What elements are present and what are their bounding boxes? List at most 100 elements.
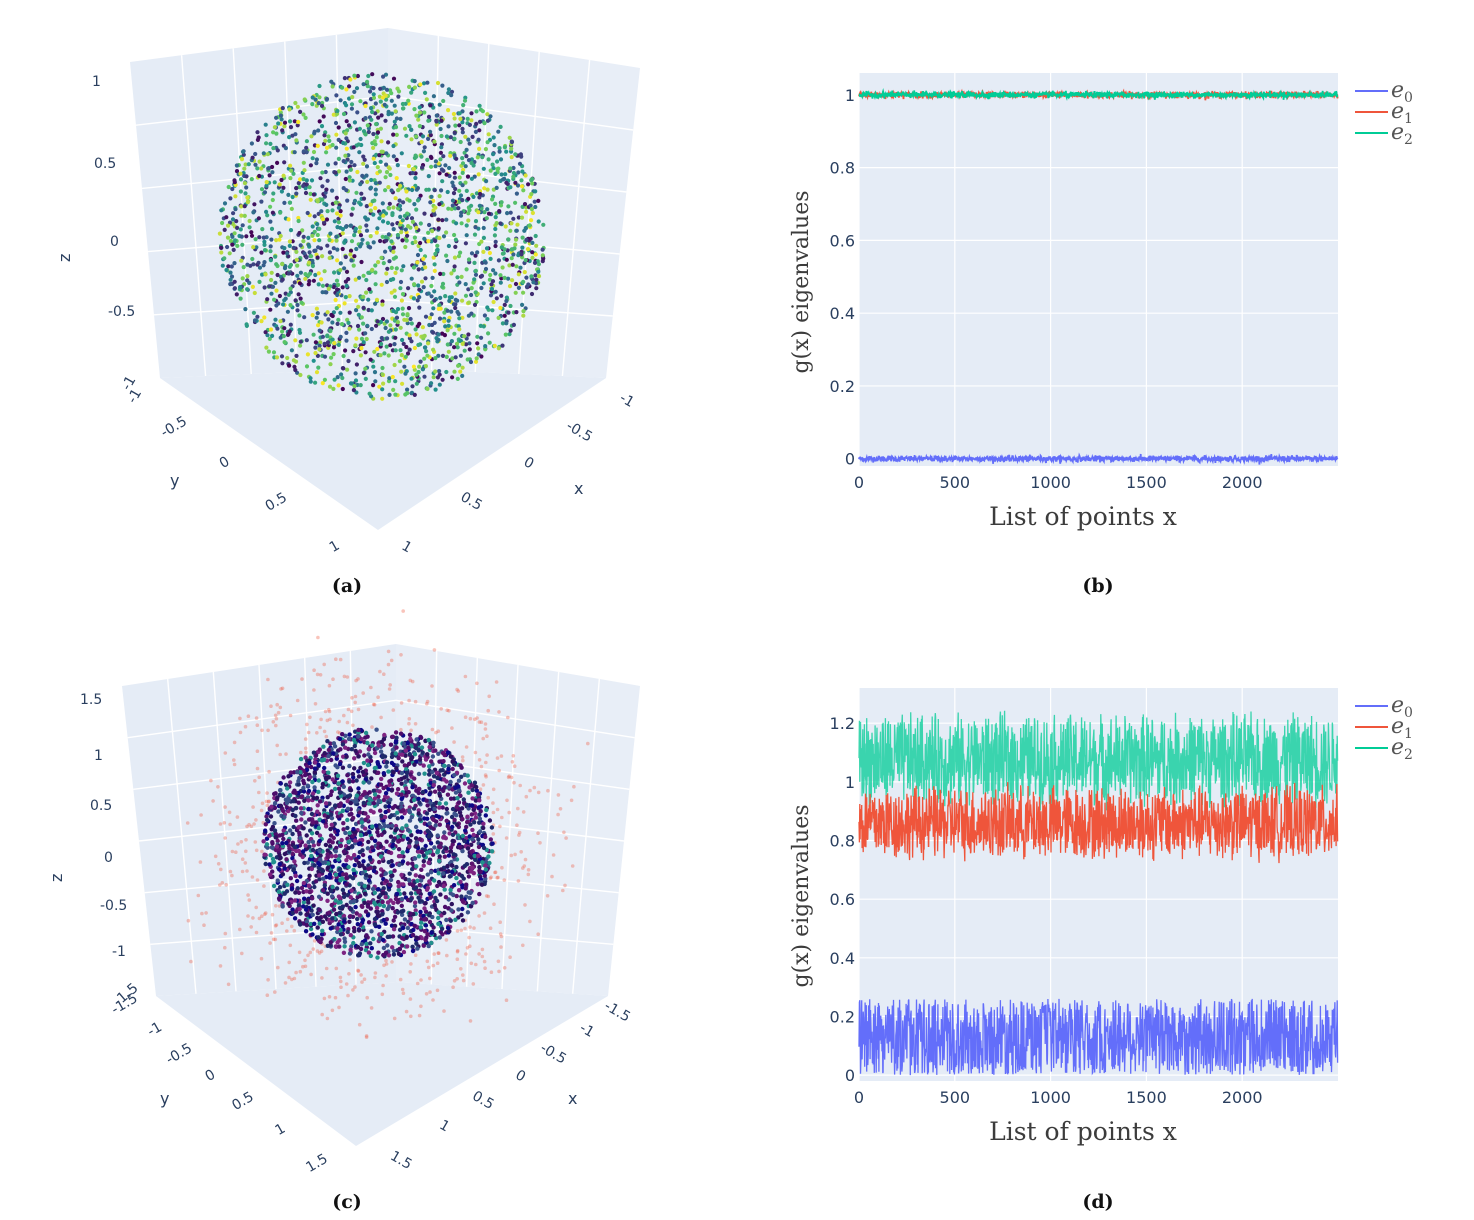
panel-a-point — [239, 213, 244, 218]
panel-a-point — [326, 286, 331, 291]
panel-c-point — [430, 816, 435, 821]
panel-c-point — [396, 951, 402, 957]
panel-c-outlier-point — [266, 978, 270, 982]
panel-a-point — [359, 315, 364, 320]
panel-a-point — [460, 198, 465, 203]
panel-a-point — [230, 186, 235, 192]
panel-c-outlier-point — [478, 787, 483, 791]
panel-c-outlier-point — [244, 849, 248, 854]
panel-a-point — [369, 308, 374, 313]
panel-c-outlier-point — [240, 869, 245, 874]
panel-a-point — [510, 262, 515, 267]
panel-a-point — [476, 137, 481, 142]
panel-a-point — [440, 377, 445, 382]
panel-a-point — [220, 263, 225, 268]
panel-c-outlier-point — [388, 683, 393, 687]
panel-a-point — [457, 316, 462, 321]
panel-c-point — [341, 849, 347, 854]
panel-a-point — [338, 98, 343, 103]
panel-a-point — [451, 191, 457, 196]
panel-a-point — [309, 178, 315, 183]
panel-c-outlier-point — [186, 918, 191, 923]
panel-a-point — [454, 221, 459, 226]
panel-c-outlier-point — [379, 715, 383, 720]
panel-c-point — [369, 929, 374, 934]
panel-a-point — [310, 95, 315, 100]
panel-a-point — [352, 120, 357, 125]
panel-a-point — [345, 198, 350, 203]
panel-c-point — [456, 778, 462, 783]
panel-a-point — [283, 146, 288, 151]
panel-c-point — [311, 903, 316, 908]
panel-a-point — [502, 275, 507, 280]
panel-c-point — [436, 751, 441, 756]
panel-a-point — [368, 208, 373, 213]
panel-c-outlier-point — [268, 941, 272, 945]
panel-c-outlier-point — [287, 975, 291, 980]
panel-c-point — [468, 890, 473, 895]
panel-c-outlier-point — [369, 685, 373, 690]
panel-a-point — [374, 297, 380, 302]
panel-c-point — [281, 775, 286, 780]
panel-a-point — [344, 87, 349, 92]
panel-a-point — [224, 267, 229, 273]
panel-a-point — [318, 176, 323, 181]
panel-a-point — [267, 336, 272, 341]
panel-a-point — [381, 74, 386, 79]
panel-a-point — [386, 140, 391, 145]
panel-a-point — [498, 157, 504, 162]
panel-c-point — [345, 929, 350, 935]
panel-c-point — [280, 832, 285, 837]
panel-c-point — [322, 883, 327, 888]
panel-a-point — [358, 99, 363, 104]
panel-a-point — [371, 156, 376, 161]
panel-a-point — [294, 191, 299, 196]
panel-a-point — [346, 358, 351, 364]
panel-c-outlier-point — [486, 708, 491, 713]
panel-c-outlier-point — [227, 810, 232, 815]
panel-c-point — [343, 745, 348, 750]
panel-c-outlier-point — [285, 929, 289, 933]
panel-a-point — [416, 342, 421, 348]
panel-c-point — [321, 757, 327, 762]
panel-c-point — [329, 854, 334, 859]
panel-c-point — [473, 815, 479, 820]
panel-c-point — [411, 927, 416, 933]
panel-a-point — [419, 139, 424, 145]
panel-c-point — [445, 863, 450, 869]
panel-c-point — [451, 883, 457, 888]
panel-a-point — [224, 215, 229, 220]
panel-c-point — [316, 894, 322, 899]
panel-a-point — [370, 267, 375, 272]
panel-a-point — [361, 154, 366, 159]
panel-a-point — [466, 158, 472, 163]
panel-a-point — [316, 282, 321, 287]
panel-a-point — [343, 224, 349, 229]
panel-c-point — [360, 870, 365, 876]
panel-a-grid-line — [387, 163, 627, 193]
panel-c-outlier-point — [223, 805, 227, 809]
panel-c-outlier-point — [550, 874, 554, 879]
panel-c-point — [419, 849, 425, 855]
panel-c-point — [351, 815, 356, 821]
panel-c-outlier-point — [386, 662, 391, 667]
panel-a-point — [515, 222, 520, 227]
panel-c-outlier-point — [436, 729, 441, 733]
panel-c-point — [417, 874, 423, 879]
panel-a-point — [273, 280, 278, 285]
panel-a-point — [482, 210, 487, 215]
panel-a-point — [498, 273, 503, 278]
panel-a-point — [437, 202, 442, 207]
panel-a-point — [524, 237, 529, 242]
panel-a-point — [393, 255, 398, 260]
panel-c-point — [410, 785, 415, 790]
panel-c-point — [318, 867, 323, 872]
panel-a-point — [474, 109, 479, 114]
panel-a-point — [356, 142, 361, 147]
panel-a-point — [428, 133, 433, 138]
panel-c-point — [408, 891, 414, 896]
panel-c-outlier-point — [376, 695, 380, 699]
panel-a-point — [334, 278, 340, 283]
panel-a-grid-line — [153, 299, 389, 316]
panel-c-point — [477, 798, 482, 803]
